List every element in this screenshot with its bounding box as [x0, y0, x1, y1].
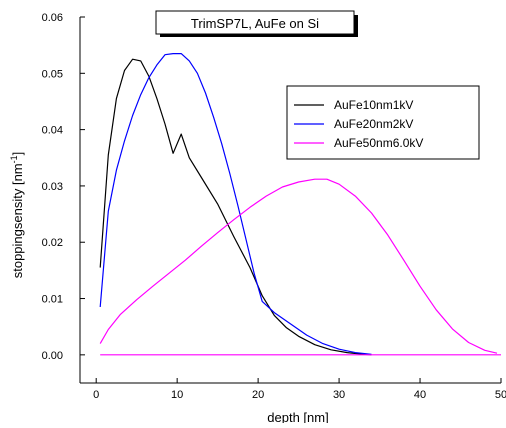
x-tick-label: 0 — [93, 389, 99, 401]
y-tick-label: 0.02 — [42, 237, 63, 249]
series-line-AuFe20nm2kV — [99, 53, 372, 355]
x-tick-label: 50 — [495, 389, 506, 401]
y-tick-label: 0.03 — [42, 181, 63, 193]
chart-title-box: TrimSP7L, AuFe on Si — [155, 10, 358, 37]
y-axis-title: stoppingsensity [nm-1] — [9, 152, 25, 279]
x-tick-label: 10 — [171, 389, 183, 401]
series-line-AuFe10nm1kV — [99, 58, 372, 356]
legend-label: AuFe20nm2kV — [334, 117, 413, 131]
legend-label: AuFe10nm1kV — [334, 98, 413, 112]
y-tick-label: 0.00 — [42, 350, 63, 362]
chart-title: TrimSP7L, AuFe on Si — [191, 16, 319, 31]
x-tick-label: 40 — [414, 389, 426, 401]
y-tick-label: 0.06 — [42, 12, 63, 24]
series-line-AuFe50nm6.0kV — [99, 178, 498, 354]
legend: AuFe10nm1kV AuFe20nm2kV AuFe50nm6.0kV — [286, 85, 480, 160]
y-tick-label: 0.01 — [42, 294, 63, 306]
x-tick-label: 30 — [333, 389, 345, 401]
y-tick-label: 0.04 — [42, 125, 63, 137]
x-axis-title: depth [nm] — [267, 410, 328, 423]
x-tick-label: 20 — [252, 389, 264, 401]
legend-label: AuFe50nm6.0kV — [334, 136, 423, 150]
y-tick-label: 0.05 — [42, 68, 63, 80]
